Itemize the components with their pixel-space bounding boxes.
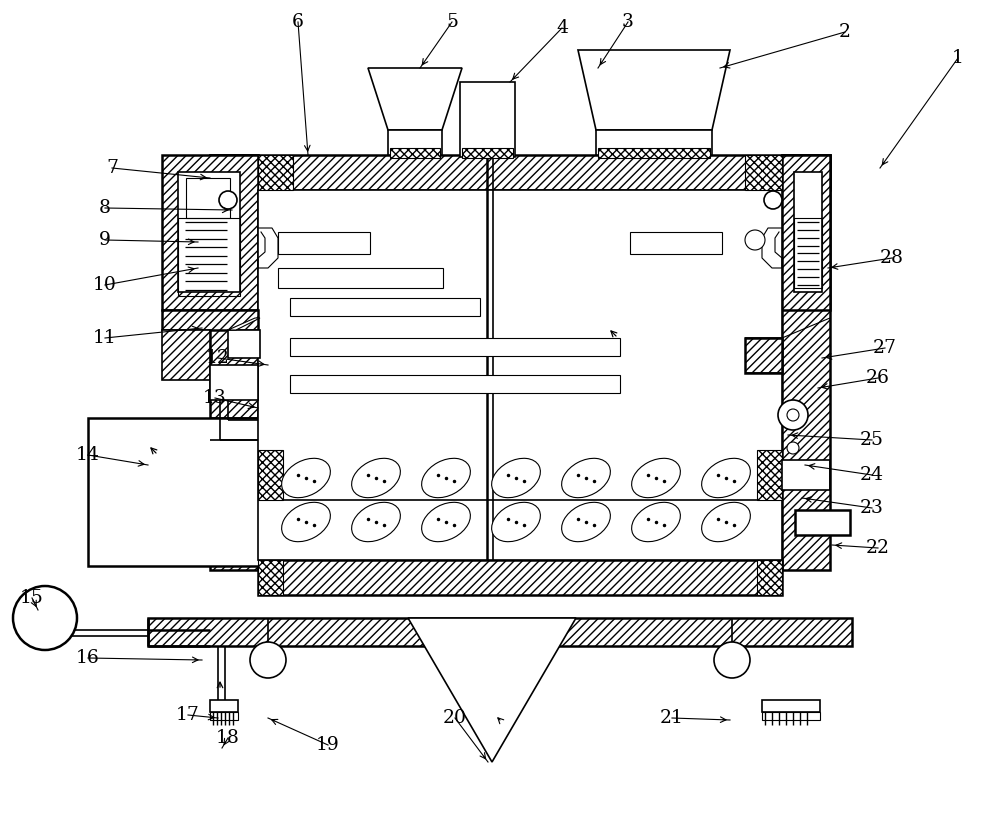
Circle shape [250, 642, 286, 678]
Bar [460, 82, 515, 157]
Bar [278, 232, 370, 254]
Text: 8: 8 [99, 199, 111, 217]
Ellipse shape [702, 458, 750, 498]
Bar [258, 450, 283, 500]
Circle shape [13, 586, 77, 650]
Text: 9: 9 [99, 231, 111, 249]
Bar [258, 560, 782, 595]
Bar [210, 155, 830, 190]
Text: 11: 11 [93, 329, 117, 347]
Bar [148, 618, 852, 646]
Bar [228, 330, 260, 358]
Bar [794, 172, 822, 292]
Text: 12: 12 [206, 349, 230, 367]
Bar [162, 155, 258, 310]
Text: 13: 13 [203, 389, 227, 407]
Ellipse shape [632, 458, 680, 498]
Bar [757, 450, 782, 500]
Ellipse shape [492, 458, 540, 498]
Bar [88, 418, 260, 566]
Bar [782, 155, 830, 310]
Ellipse shape [492, 502, 540, 542]
Bar [210, 155, 258, 570]
Circle shape [764, 191, 782, 209]
Bar [290, 338, 620, 356]
Bar [210, 365, 258, 400]
Text: 3: 3 [622, 13, 634, 31]
Polygon shape [408, 618, 576, 762]
Polygon shape [228, 318, 260, 330]
Text: 10: 10 [93, 276, 117, 294]
Ellipse shape [422, 458, 470, 498]
Ellipse shape [282, 458, 330, 498]
Text: 14: 14 [76, 446, 100, 464]
Circle shape [787, 409, 799, 421]
Ellipse shape [562, 502, 610, 542]
Text: 7: 7 [106, 159, 118, 177]
Bar [258, 190, 782, 560]
Circle shape [787, 442, 799, 454]
Circle shape [778, 400, 808, 430]
Ellipse shape [562, 458, 610, 498]
Circle shape [745, 230, 765, 250]
Bar [162, 330, 210, 380]
Text: 21: 21 [660, 709, 684, 727]
Bar [210, 700, 238, 712]
Bar [762, 712, 820, 720]
Text: 19: 19 [316, 736, 340, 754]
Bar [388, 130, 442, 155]
Bar [757, 560, 782, 595]
Bar [782, 460, 830, 490]
Circle shape [714, 642, 750, 678]
Polygon shape [578, 50, 730, 130]
Circle shape [219, 191, 237, 209]
Text: 23: 23 [860, 499, 884, 517]
Text: 2: 2 [839, 23, 851, 41]
Bar [745, 338, 782, 373]
Bar [782, 155, 830, 570]
Text: 18: 18 [216, 729, 240, 747]
Ellipse shape [352, 458, 400, 498]
Text: 25: 25 [860, 431, 884, 449]
Bar [278, 268, 443, 288]
Polygon shape [368, 68, 462, 130]
Text: 17: 17 [176, 706, 200, 724]
Bar [178, 218, 240, 296]
Bar [178, 172, 240, 292]
Bar [258, 155, 293, 190]
Bar [162, 310, 258, 330]
Text: 16: 16 [76, 649, 100, 667]
Bar [186, 178, 230, 218]
Text: 28: 28 [880, 249, 904, 267]
Text: 6: 6 [292, 13, 304, 31]
Bar [596, 130, 712, 155]
Text: 1: 1 [952, 49, 964, 67]
Ellipse shape [352, 502, 400, 542]
Text: 15: 15 [20, 589, 44, 607]
Text: 24: 24 [860, 466, 884, 484]
Bar [794, 218, 822, 288]
Bar [290, 375, 620, 393]
Ellipse shape [632, 502, 680, 542]
Text: 26: 26 [866, 369, 890, 387]
Bar [795, 510, 850, 535]
Bar [630, 232, 722, 254]
Text: 4: 4 [556, 19, 568, 37]
Bar [762, 700, 820, 712]
Bar [462, 148, 513, 158]
Text: 27: 27 [873, 339, 897, 357]
Text: 22: 22 [866, 539, 890, 557]
Bar [390, 148, 440, 158]
Bar [290, 298, 480, 316]
Text: 5: 5 [446, 13, 458, 31]
Bar [598, 148, 710, 158]
Ellipse shape [422, 502, 470, 542]
Bar [258, 560, 283, 595]
Bar [745, 155, 782, 190]
Text: 20: 20 [443, 709, 467, 727]
Ellipse shape [702, 502, 750, 542]
Bar [210, 712, 238, 720]
Ellipse shape [282, 502, 330, 542]
